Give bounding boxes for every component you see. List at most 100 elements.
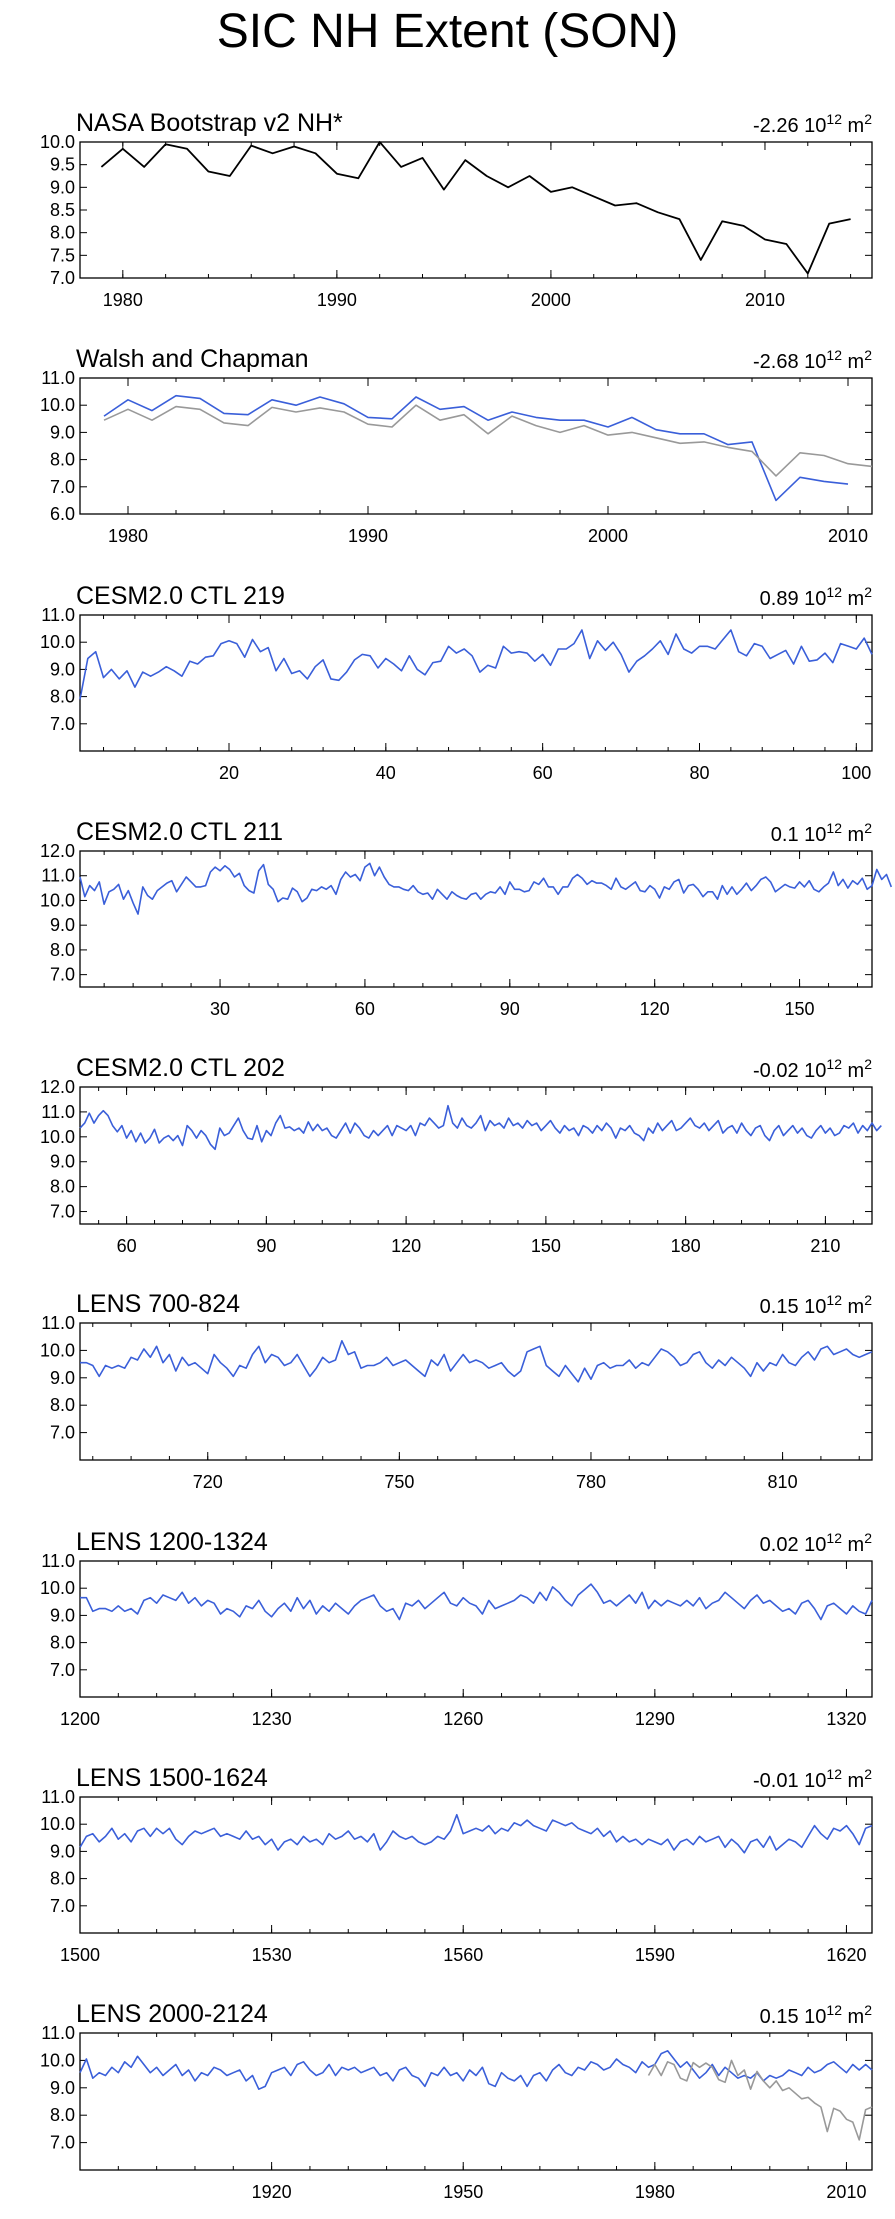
- x-tick-label: 1950: [443, 2182, 483, 2202]
- y-tick-label: 9.0: [50, 1605, 75, 1625]
- panel-4: CESM2.0 CTL 211 0.1 1012 m2 12.0 11.0 10.0 9.…: [40, 818, 893, 1019]
- panel-title: CESM2.0 CTL 219: [76, 582, 285, 610]
- panel-title: Walsh and Chapman: [76, 345, 309, 373]
- panel-title: LENS 1200-1324: [76, 1528, 268, 1556]
- panel-7: LENS 1200-1324 0.02 1012 m2 11.0 10.0 9.0 8.0…: [40, 1528, 873, 1729]
- y-tick-label: 7.0: [50, 714, 75, 734]
- x-tick-label: 720: [193, 1472, 223, 1492]
- y-tick-label: 10.0: [40, 132, 75, 152]
- y-tick-label: 9.0: [50, 915, 75, 935]
- panel-9: LENS 2000-2124 0.15 1012 m2 11.0 10.0 9.0 8.0…: [40, 2000, 873, 2202]
- y-tick-label: 9.0: [50, 177, 75, 197]
- panel-title: NASA Bootstrap v2 NH*: [76, 109, 343, 137]
- y-tick-label: 7.0: [50, 1660, 75, 1680]
- y-tick-label: 8.0: [50, 450, 75, 470]
- y-tick-label: 11.0: [41, 1313, 75, 1333]
- series-line-1: [79, 629, 873, 700]
- y-tick-label: 10.0: [40, 2050, 75, 2070]
- plot-frame: [79, 1560, 873, 1698]
- y-tick-label: 9.0: [50, 1841, 75, 1861]
- x-tick-label: 1230: [252, 1709, 292, 1729]
- series-line-1: [79, 2050, 873, 2090]
- figure-title: SIC NH Extent (SON): [216, 5, 679, 58]
- y-tick-label: 9.0: [50, 659, 75, 679]
- y-tick-label: 9.0: [50, 2078, 75, 2098]
- y-tick-label: 8.5: [50, 200, 75, 220]
- x-tick-label: 90: [500, 999, 520, 1019]
- x-tick-label: 2000: [588, 526, 628, 546]
- y-tick-label: 11.0: [41, 2023, 75, 2043]
- x-tick-label: 2010: [745, 290, 785, 310]
- panel-2: Walsh and Chapman -2.68 1012 m2 11.0 10.0 9.…: [40, 345, 873, 546]
- y-tick-label: 7.0: [50, 2133, 75, 2153]
- trend-label: -0.01 1012 m2: [753, 1766, 872, 1792]
- y-tick-label: 11.0: [41, 866, 75, 886]
- x-tick-label: 1200: [60, 1709, 100, 1729]
- x-tick-label: 1980: [108, 526, 148, 546]
- series-line-1: [79, 862, 893, 915]
- x-tick-label: 1990: [348, 526, 388, 546]
- panel-title: LENS 1500-1624: [76, 1764, 268, 1792]
- panel-title: CESM2.0 CTL 202: [76, 1054, 285, 1082]
- plot-frame: [79, 1796, 873, 1934]
- series-line-1: [100, 141, 851, 275]
- y-tick-label: 11.0: [41, 605, 75, 625]
- x-tick-label: 750: [384, 1472, 414, 1492]
- plot-frame: [79, 1322, 873, 1461]
- series-line-2: [647, 2059, 873, 2141]
- x-tick-label: 210: [810, 1236, 840, 1256]
- y-tick-label: 7.0: [50, 268, 75, 288]
- x-tick-label: 2000: [531, 290, 571, 310]
- y-tick-label: 10.0: [40, 1578, 75, 1598]
- trend-label: -2.26 1012 m2: [753, 111, 872, 137]
- panel-title: LENS 700-824: [76, 1290, 240, 1318]
- panel-5: CESM2.0 CTL 202 -0.02 1012 m2 12.0 11.0 10.0…: [40, 1054, 882, 1256]
- plot-frame: [79, 2032, 873, 2171]
- y-tick-label: 8.0: [50, 940, 75, 960]
- x-tick-label: 150: [785, 999, 815, 1019]
- x-tick-label: 1530: [252, 1945, 292, 1965]
- series-line-1: [103, 394, 849, 502]
- x-tick-label: 1590: [635, 1945, 675, 1965]
- x-tick-label: 1620: [826, 1945, 866, 1965]
- x-tick-label: 100: [841, 763, 871, 783]
- y-tick-label: 9.5: [50, 155, 75, 175]
- y-tick-label: 7.0: [50, 1202, 75, 1222]
- y-tick-label: 8.0: [50, 1395, 75, 1415]
- x-tick-label: 810: [768, 1472, 798, 1492]
- x-tick-label: 1920: [252, 2182, 292, 2202]
- panel-3: CESM2.0 CTL 219 0.89 1012 m2 11.0 10.0 9.0 8.…: [40, 582, 873, 783]
- y-tick-label: 7.0: [50, 477, 75, 497]
- y-tick-label: 9.0: [50, 1152, 75, 1172]
- y-tick-label: 8.0: [50, 1869, 75, 1889]
- x-tick-label: 20: [219, 763, 239, 783]
- y-tick-label: 10.0: [40, 395, 75, 415]
- x-tick-label: 1500: [60, 1945, 100, 1965]
- series-line-1: [80, 1583, 873, 1621]
- panel-1: NASA Bootstrap v2 NH* -2.26 1012 m2 10.0 9.…: [40, 109, 873, 310]
- y-tick-label: 10.0: [40, 1340, 75, 1360]
- y-tick-label: 7.0: [50, 1896, 75, 1916]
- y-tick-label: 8.0: [50, 2105, 75, 2125]
- plot-frame: [79, 377, 873, 515]
- x-tick-label: 120: [640, 999, 670, 1019]
- trend-label: -2.68 1012 m2: [753, 347, 872, 373]
- y-tick-label: 7.0: [50, 1423, 75, 1443]
- y-tick-label: 7.0: [50, 965, 75, 985]
- series-line-1: [79, 1813, 873, 1854]
- x-tick-label: 1260: [443, 1709, 483, 1729]
- plot-frame: [79, 1086, 873, 1225]
- panel-8: LENS 1500-1624 -0.01 1012 m2 11.0 10.0 9.0 8.…: [40, 1764, 873, 1965]
- y-tick-label: 12.0: [40, 841, 75, 861]
- x-tick-label: 1980: [103, 290, 143, 310]
- panel-6: LENS 700-824 0.15 1012 m2 11.0 10.0 9.0 8.0 7.…: [40, 1290, 873, 1492]
- x-tick-label: 60: [533, 763, 553, 783]
- x-tick-label: 90: [256, 1236, 276, 1256]
- trend-label: -0.02 1012 m2: [753, 1056, 872, 1082]
- x-tick-label: 780: [576, 1472, 606, 1492]
- x-tick-label: 80: [689, 763, 709, 783]
- x-tick-label: 1560: [443, 1945, 483, 1965]
- y-tick-label: 8.0: [50, 223, 75, 243]
